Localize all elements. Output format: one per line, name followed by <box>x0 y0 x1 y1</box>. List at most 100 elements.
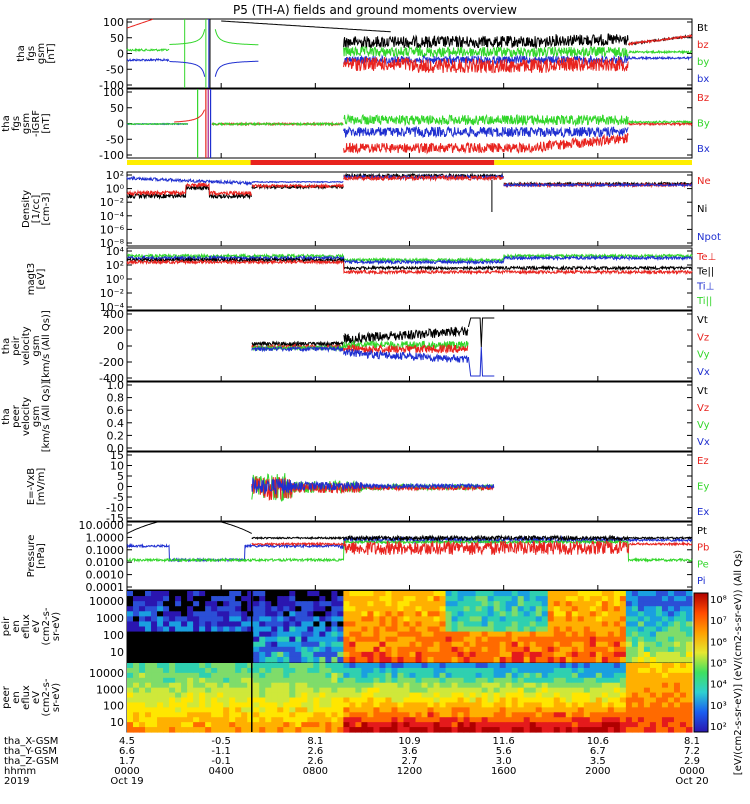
y-tick-label: 10 <box>110 646 124 659</box>
spectrogram-cell <box>145 596 152 602</box>
spectrogram-cell <box>355 712 363 718</box>
spectrogram-cell <box>553 591 561 597</box>
spectrogram-cell <box>241 621 248 628</box>
y-tick-label: -100 <box>99 79 124 92</box>
spectrogram-cell <box>445 606 453 612</box>
spectrogram-cell <box>511 616 519 623</box>
spectrogram-cell <box>163 717 170 723</box>
spectrogram-cell <box>649 692 657 699</box>
spectrogram-cell <box>151 727 158 733</box>
spectrogram-cell <box>313 722 320 728</box>
spectrogram-cell <box>673 707 681 713</box>
spectrogram-cell <box>277 712 284 718</box>
spectrogram-cell <box>295 697 302 704</box>
spectrogram-cell <box>343 687 350 694</box>
spectrogram-cell <box>391 697 399 704</box>
spectrogram-cell <box>433 601 441 607</box>
spectrogram-cell <box>637 672 645 679</box>
spectrogram-cell <box>517 611 525 617</box>
spectrogram-cell <box>193 712 200 718</box>
spectrogram-cell <box>301 697 308 704</box>
spectrogram-cell <box>229 631 236 638</box>
spectrogram-cell <box>457 631 465 638</box>
spectrogram-cell <box>205 621 212 628</box>
spectrogram-cell <box>187 702 194 708</box>
spectrogram-cell <box>397 717 405 723</box>
spectrogram-cell <box>235 707 242 713</box>
spectrogram-cell <box>541 667 549 674</box>
spectrogram-cell <box>649 611 657 617</box>
spectrogram-cell <box>223 687 230 694</box>
spectrogram-cell <box>511 707 519 713</box>
spectrogram-cell <box>283 646 290 653</box>
legend-Ni: Ni <box>697 204 707 215</box>
spectrogram-cell <box>217 672 224 679</box>
spectrogram-cell <box>595 606 603 612</box>
spectrogram-cell <box>475 636 483 643</box>
spectrogram-cell <box>229 707 236 713</box>
spectrogram-cell <box>487 697 495 704</box>
spectrogram-cell <box>559 651 567 658</box>
spectrogram-cell <box>493 707 501 713</box>
spectrogram-cell <box>547 717 555 723</box>
spectrogram-cell <box>199 717 206 723</box>
spectrogram-cell <box>307 717 314 723</box>
spectrogram-cell <box>649 621 657 628</box>
spectrogram-cell <box>181 692 188 699</box>
spectrogram-cell <box>427 646 435 653</box>
spectrogram-cell <box>175 641 182 648</box>
spectrogram-cell <box>541 687 549 694</box>
spectrogram-cell <box>133 641 140 648</box>
spectrogram-cell <box>487 707 495 713</box>
spectrogram-cell <box>541 611 549 617</box>
spectrogram-cell <box>337 636 344 643</box>
spectrogram-cell <box>355 591 363 597</box>
spectrogram-cell <box>571 606 579 612</box>
spectrogram-cell <box>289 616 296 623</box>
spectrogram-cell <box>601 656 609 663</box>
spectrogram-cell <box>589 712 597 718</box>
spectrogram-cell <box>223 663 230 669</box>
spectrogram-cell <box>421 702 429 708</box>
spectrogram-cell <box>391 682 399 689</box>
spectrogram-cell <box>427 712 435 718</box>
spectrogram-cell <box>667 697 675 704</box>
spectrogram-cell <box>685 672 693 679</box>
spectrogram-cell <box>253 651 260 658</box>
spectrogram-cell <box>637 606 645 612</box>
spectrogram-cell <box>205 646 212 653</box>
spectrogram-cell <box>685 621 693 628</box>
spectrogram-cell <box>481 651 489 658</box>
spectrogram-cell <box>289 682 296 689</box>
spectrogram-cell <box>613 687 621 694</box>
spectrogram-cell <box>187 596 194 602</box>
spectrogram-cell <box>361 702 369 708</box>
series-Pb <box>251 540 693 556</box>
spectrogram-cell <box>415 687 423 694</box>
spectrogram-cell <box>337 697 344 704</box>
spectrogram-cell <box>523 702 531 708</box>
spectrogram-cell <box>667 722 675 728</box>
spectrogram-cell <box>145 712 152 718</box>
spectrogram-cell <box>565 616 573 623</box>
spectrogram-cell <box>277 687 284 694</box>
spectrogram-cell <box>649 626 657 633</box>
y-axis-label-line: fgs <box>11 116 22 131</box>
y-tick-label: -400 <box>99 372 124 385</box>
spectrogram-cell <box>295 621 302 628</box>
spectrogram-cell <box>505 596 513 602</box>
spectrogram-cell <box>367 672 375 679</box>
spectrogram-cell <box>559 712 567 718</box>
spectrogram-cell <box>601 717 609 723</box>
spectrogram-cell <box>217 697 224 704</box>
spectrogram-cell <box>517 591 525 597</box>
spectrogram-cell <box>535 611 543 617</box>
spectrogram-cell <box>439 601 447 607</box>
spectrogram-cell <box>601 697 609 704</box>
spectrogram-cell <box>637 641 645 648</box>
spectrogram-cell <box>583 601 591 607</box>
spectrogram-cell <box>679 641 687 648</box>
spectrogram-cell <box>277 702 284 708</box>
spectrogram-cell <box>595 616 603 623</box>
spectrogram-cell <box>613 677 621 684</box>
